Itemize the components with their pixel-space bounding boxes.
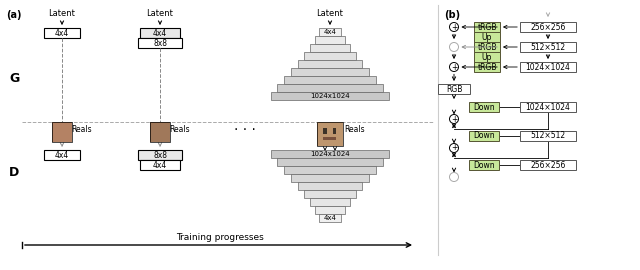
Text: 4x4: 4x4 — [324, 215, 337, 221]
Text: 4x4: 4x4 — [55, 150, 69, 160]
Text: G: G — [9, 72, 19, 85]
Text: 4x4: 4x4 — [153, 160, 167, 170]
Bar — [304, 190, 356, 198]
Bar — [319, 214, 341, 222]
Bar — [298, 60, 362, 68]
Text: +: + — [451, 62, 457, 72]
Bar — [520, 160, 576, 170]
Bar — [277, 84, 383, 92]
Bar — [520, 42, 576, 52]
Bar — [474, 62, 500, 72]
Text: 4x4: 4x4 — [55, 29, 69, 38]
Bar — [438, 84, 470, 94]
Text: 1024x1024: 1024x1024 — [310, 93, 350, 99]
Bar — [469, 160, 499, 170]
Circle shape — [449, 42, 458, 52]
Text: 512×512: 512×512 — [531, 42, 566, 52]
Bar — [138, 38, 182, 48]
Bar — [44, 28, 80, 38]
Bar — [469, 131, 499, 141]
Bar — [315, 206, 345, 214]
Text: 512×512: 512×512 — [531, 131, 566, 140]
Text: (a): (a) — [6, 10, 22, 20]
Text: Reals: Reals — [72, 126, 92, 134]
Circle shape — [449, 62, 458, 72]
Text: +: + — [451, 114, 457, 123]
Text: · · ·: · · · — [234, 123, 256, 137]
Bar — [52, 122, 72, 142]
Text: Latent: Latent — [49, 9, 76, 19]
Bar — [315, 36, 345, 44]
Bar — [140, 160, 180, 170]
Bar — [277, 158, 383, 166]
Text: tRGB: tRGB — [477, 42, 497, 52]
Text: Up: Up — [482, 52, 492, 62]
Bar — [474, 42, 500, 52]
Text: 256×256: 256×256 — [531, 160, 566, 170]
Bar — [284, 166, 376, 174]
Text: Down: Down — [473, 160, 495, 170]
Circle shape — [449, 114, 458, 123]
Text: 1024×1024: 1024×1024 — [525, 103, 570, 112]
Text: RGB: RGB — [446, 85, 462, 93]
Bar — [474, 22, 500, 32]
Text: tRGB: tRGB — [477, 22, 497, 32]
Bar — [150, 122, 170, 142]
Text: Up: Up — [482, 32, 492, 42]
Text: 8x8: 8x8 — [153, 150, 167, 160]
Text: 4x4: 4x4 — [324, 29, 337, 35]
Bar — [474, 52, 500, 62]
Bar — [317, 122, 343, 146]
Bar — [138, 150, 182, 160]
Text: 1024x1024: 1024x1024 — [310, 151, 350, 157]
Text: Down: Down — [473, 131, 495, 140]
Bar — [284, 76, 376, 84]
Text: +: + — [451, 143, 457, 153]
Bar — [304, 52, 356, 60]
Text: +: + — [451, 22, 457, 32]
Circle shape — [449, 173, 458, 181]
Bar — [291, 174, 369, 182]
Bar — [520, 102, 576, 112]
Text: Down: Down — [473, 103, 495, 112]
Text: tRGB: tRGB — [477, 62, 497, 72]
Text: Latent: Latent — [317, 9, 344, 19]
Bar — [474, 32, 500, 42]
Bar — [319, 28, 341, 36]
Text: Reals: Reals — [170, 126, 190, 134]
Bar — [44, 150, 80, 160]
Text: 4x4: 4x4 — [153, 29, 167, 38]
Text: Latent: Latent — [147, 9, 173, 19]
Text: Reals: Reals — [345, 126, 365, 134]
Bar — [520, 131, 576, 141]
Bar — [140, 28, 180, 38]
Text: (b): (b) — [444, 10, 460, 20]
Text: Training progresses: Training progresses — [176, 234, 264, 242]
Circle shape — [449, 22, 458, 32]
Bar — [291, 68, 369, 76]
Text: 8x8: 8x8 — [153, 39, 167, 48]
Bar — [469, 102, 499, 112]
Bar — [271, 92, 389, 100]
Text: 1024×1024: 1024×1024 — [525, 62, 570, 72]
Bar — [520, 22, 576, 32]
Bar — [520, 62, 576, 72]
Text: 256×256: 256×256 — [531, 22, 566, 32]
Bar — [271, 150, 389, 158]
Bar — [298, 182, 362, 190]
Text: D: D — [9, 166, 19, 178]
Circle shape — [449, 143, 458, 153]
Bar — [310, 198, 350, 206]
Bar — [310, 44, 350, 52]
